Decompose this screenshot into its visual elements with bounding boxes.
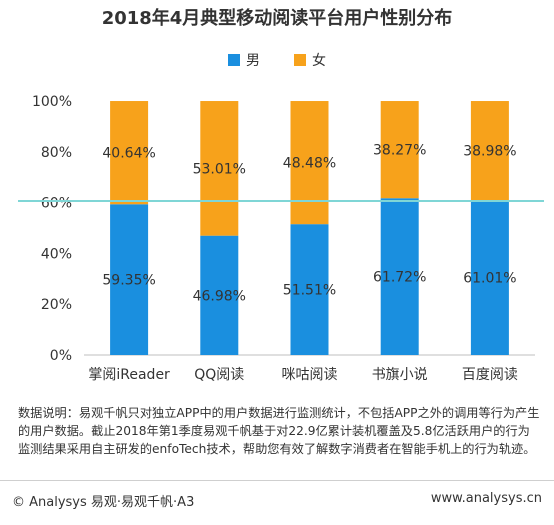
footer-copyright: © Analysys 易观·易观千帆·A3 [12,495,195,510]
bar-data-label: 48.48% [283,156,336,172]
legend-item-female: 女 [294,50,326,70]
bar-data-label: 46.98% [193,288,246,304]
y-tick-label: 80% [41,145,72,161]
bar-data-label: 53.01% [193,161,246,177]
bar-data-label: 51.51% [283,283,336,299]
x-tick-label: QQ阅读 [194,366,244,383]
bar-data-label: 38.98% [463,144,516,160]
y-tick-label: 20% [41,297,72,313]
bar-male [380,198,419,355]
chart-title: 2018年4月典型移动阅读平台用户性别分布 [101,8,453,29]
bar-female [290,101,329,225]
y-tick-label: 60% [41,196,72,212]
y-tick-label: 0% [50,348,72,364]
bar-data-label: 40.64% [102,146,155,162]
x-tick-label: 百度阅读 [462,366,518,383]
bar-female [110,101,149,205]
bar-male [110,204,149,355]
bar-female [380,101,419,199]
bar-data-label: 38.27% [373,143,426,159]
legend-item-male: 男 [228,50,260,70]
footer-website: www.analysys.cn [430,491,542,506]
data-note: 数据说明：易观千帆只对独立APP中的用户数据进行监测统计，不包括APP之外的调用… [18,406,540,456]
x-tick-label: 掌阅iReader [88,367,170,383]
bar-female [200,101,239,236]
bar-female [470,101,509,201]
x-tick-label: 咪咕阅读 [282,366,338,383]
x-tick-label: 书旗小说 [372,367,428,383]
bar-data-label: 59.35% [102,273,155,289]
bar-male [290,224,329,355]
bar-data-label: 61.72% [373,270,426,286]
stacked-bar-chart: 0% 20% 40% 60% 80% 100% 59.35% 40.64% 掌阅iReader 4… [18,94,544,383]
bar-data-label: 61.01% [463,271,516,287]
legend-label-female: 女 [312,53,326,69]
legend-swatch-male [228,54,240,66]
legend: 男 女 [228,50,352,70]
legend-swatch-female [294,54,306,66]
footer: © Analysys 易观·易观千帆·A3 www.analysys.cn [0,480,554,525]
bar-male [200,235,239,355]
y-tick-label: 40% [41,246,72,262]
bar-male [470,200,509,355]
y-tick-label: 100% [32,94,72,110]
legend-label-male: 男 [246,53,260,69]
